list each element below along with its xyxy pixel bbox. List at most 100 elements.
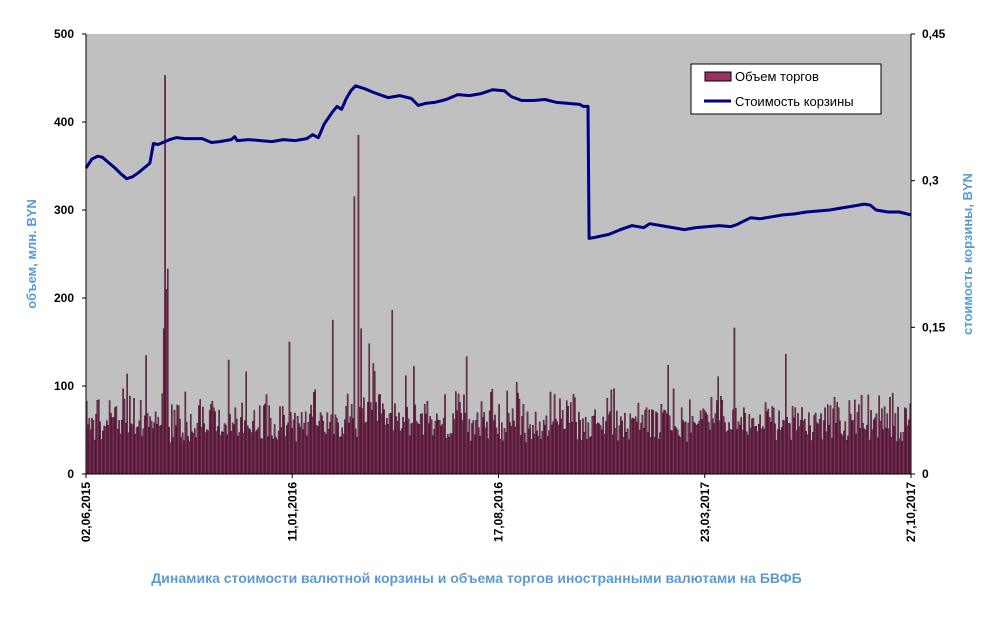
volume-bar [828,425,830,475]
volume-bar [630,418,633,475]
volume-bar [284,436,287,475]
volume-bar [139,400,142,475]
volume-bar [354,428,357,475]
volume-bar [663,409,665,475]
volume-bar [242,433,245,475]
volume-bar [396,421,399,475]
volume-bar [626,428,629,475]
volume-bar [250,432,253,475]
volume-bar [329,422,331,475]
volume-bar [291,428,293,475]
volume-bar [262,405,265,475]
volume-bar [142,428,145,475]
volume-bar [687,422,690,475]
volume-bar [821,439,824,475]
legend-label-basket: Стоимость корзины [735,94,854,109]
volume-bar [613,388,615,475]
volume-bar [863,428,866,475]
volume-bar [469,440,472,475]
volume-bar [449,433,452,475]
volume-bar [433,429,435,475]
volume-bar [446,433,449,475]
volume-bar [790,439,793,475]
volume-bar [222,431,224,475]
volume-bar [666,413,668,475]
volume-bar [464,412,467,475]
volume-bar [241,402,243,475]
volume-bar [118,420,120,475]
volume-bar [482,417,484,475]
volume-bar [862,423,864,475]
volume-bar [237,436,239,475]
volume-bar [810,440,813,475]
volume-bar [206,429,208,475]
volume-bar [783,420,786,475]
volume-bar [234,407,237,475]
volume-bar [716,400,718,475]
right-tick-label: 0,3 [922,174,939,188]
volume-bar [767,408,770,475]
volume-bar [855,433,857,475]
volume-bar [245,371,247,475]
volume-bar [845,440,848,475]
volume-bar [269,418,272,475]
volume-bar [135,427,138,475]
volume-bar [175,425,177,475]
volume-bar [529,424,532,475]
volume-bar [191,431,193,475]
volume-bar [648,409,651,475]
volume-bar [455,391,457,475]
volume-bar [379,394,381,475]
volume-bar [345,406,348,475]
x-tick-label: 27,10,2017 [904,482,918,542]
volume-bar [557,424,560,475]
volume-bar [689,399,691,475]
volume-bar [820,413,822,475]
volume-bar [134,434,137,475]
volume-bar [306,435,308,475]
volume-bar [840,433,843,475]
volume-bar [904,407,906,475]
volume-bar [836,402,839,475]
volume-bar [591,416,594,475]
volume-bar [606,398,609,475]
volume-bar [578,411,580,475]
x-axis-ticks: 02,06,2015 11,01,2016 17,08,2016 23,03,2017… [79,474,918,542]
volume-bar [870,409,872,475]
volume-bar [551,424,553,475]
volume-bar [196,423,199,475]
volume-bar [95,414,97,475]
volume-bar [603,433,606,475]
volume-bar [674,426,676,475]
volume-bar [411,422,414,475]
volume-bar [701,419,703,475]
volume-bar [525,442,527,475]
volume-bar [417,423,419,475]
volume-bar [651,409,653,475]
volume-bar [756,431,759,475]
volume-bar [594,409,596,475]
volume-bar [460,412,463,475]
volume-bar [299,426,302,475]
volume-bar [326,412,329,475]
volume-bar [204,432,207,475]
volume-bar [506,390,509,475]
volume-bar [774,423,776,475]
volume-bar [166,268,169,475]
volume-bar [340,436,342,475]
volume-bar [717,376,719,475]
volume-bar [425,413,427,475]
volume-bar [649,437,652,475]
volume-bar [313,392,315,475]
volume-bar [399,430,402,475]
volume-bar [671,430,674,475]
volume-bar [875,413,878,475]
volume-bar [682,420,684,475]
volume-bar [521,416,523,475]
volume-bar [503,428,506,475]
volume-bar [602,416,605,475]
volume-bar [864,429,867,475]
volume-bar [667,365,669,475]
volume-bar [762,426,764,475]
volume-bar [409,435,411,475]
